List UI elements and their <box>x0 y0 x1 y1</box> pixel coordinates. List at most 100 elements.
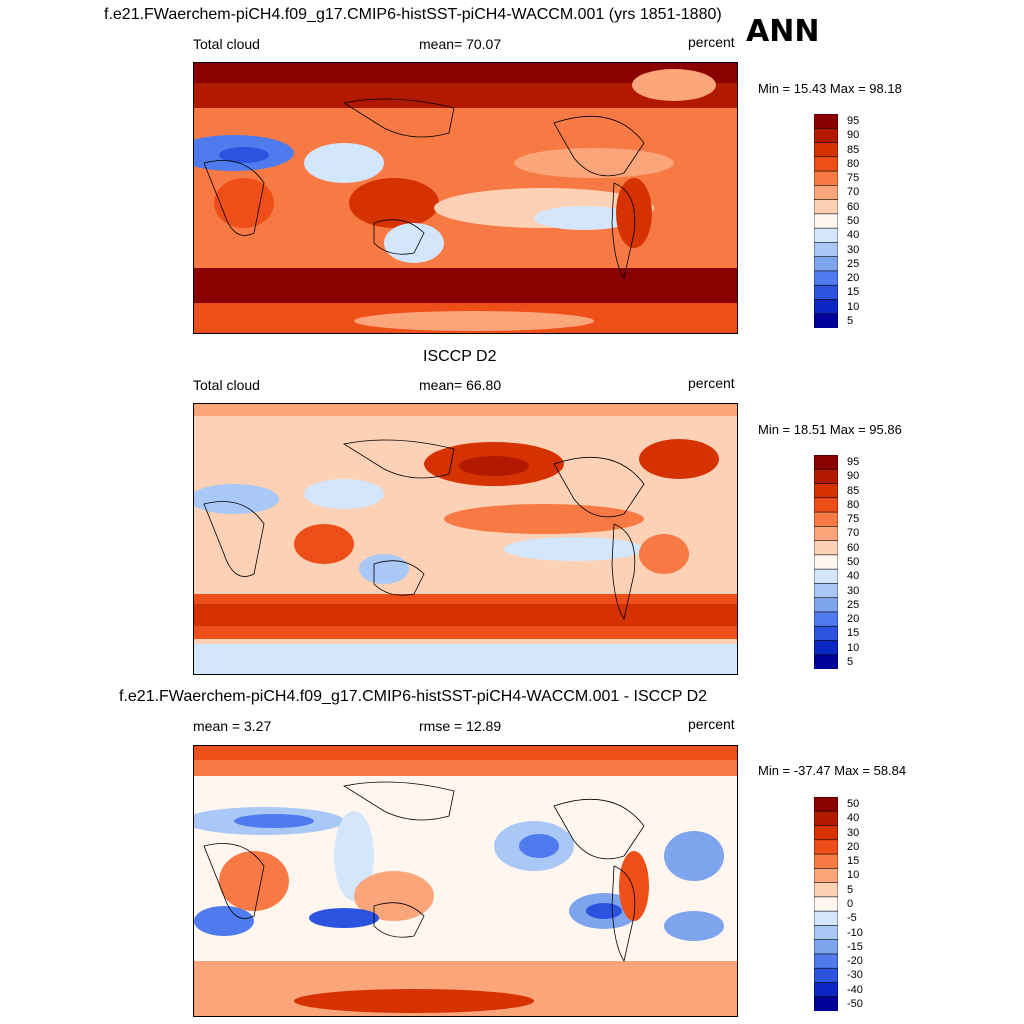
colorbar-swatch <box>814 568 838 585</box>
colorbar-tick-label: 80 <box>847 157 860 170</box>
colorbar-swatch <box>814 967 838 984</box>
colorbar-tick-label: -15 <box>847 940 863 953</box>
colorbar-tick-label: -30 <box>847 969 863 982</box>
panel2-map <box>193 403 738 675</box>
colorbar-swatch <box>814 468 838 485</box>
colorbar-swatch <box>814 483 838 499</box>
colorbar-tick-label: 15 <box>847 286 860 299</box>
panel1-mean-label: mean= 70.07 <box>419 36 502 52</box>
colorbar-swatch <box>814 313 838 328</box>
colorbar-tick-label: 50 <box>847 215 860 227</box>
colorbar-tick-label: 40 <box>847 229 860 242</box>
colorbar-swatch <box>814 625 838 642</box>
colorbar-swatch <box>814 170 838 187</box>
colorbar-swatch <box>814 256 838 272</box>
panel2-colorbar <box>814 455 838 669</box>
colorbar-tick-label: 15 <box>847 855 860 868</box>
colorbar-swatch <box>814 142 838 158</box>
colorbar-tick-label: 70 <box>847 186 860 199</box>
colorbar-tick-label: 20 <box>847 272 860 285</box>
colorbar-swatch <box>814 896 838 912</box>
colorbar-swatch <box>814 640 838 656</box>
colorbar-tick-label: -40 <box>847 983 863 996</box>
colorbar-swatch <box>814 797 838 813</box>
colorbar-tick-label: 75 <box>847 172 860 185</box>
colorbar-tick-label: 75 <box>847 513 860 526</box>
colorbar-swatch <box>814 511 838 528</box>
colorbar-swatch <box>814 156 838 172</box>
panel3-mean-label: mean = 3.27 <box>193 718 272 734</box>
colorbar-tick-label: 10 <box>847 641 860 654</box>
colorbar-tick-label: 40 <box>847 570 860 583</box>
colorbar-swatch <box>814 882 838 898</box>
panel3-units-label: percent <box>688 716 735 732</box>
colorbar-swatch <box>814 526 838 542</box>
panel3-colorbar <box>814 797 838 1011</box>
colorbar-tick-label: 25 <box>847 598 860 611</box>
colorbar-swatch <box>814 654 838 669</box>
panel2-units-label: percent <box>688 375 735 391</box>
colorbar-tick-label: 25 <box>847 257 860 270</box>
colorbar-tick-label: 95 <box>847 456 860 469</box>
colorbar-tick-label: 85 <box>847 484 860 497</box>
colorbar-swatch <box>814 982 838 998</box>
colorbar-swatch <box>814 597 838 613</box>
colorbar-tick-label: -20 <box>847 955 863 968</box>
season-label: ANN <box>746 14 820 49</box>
colorbar-swatch <box>814 583 838 599</box>
colorbar-tick-label: 70 <box>847 527 860 540</box>
panel2-minmax: Min = 18.51 Max = 95.86 <box>758 422 902 437</box>
colorbar-swatch <box>814 540 838 556</box>
colorbar-tick-label: 15 <box>847 627 860 640</box>
colorbar-tick-label: 90 <box>847 129 860 142</box>
panel3-title: f.e21.FWaerchem-piCH4.f09_g17.CMIP6-hist… <box>119 688 708 705</box>
colorbar-swatch <box>814 910 838 927</box>
colorbar-tick-label: 10 <box>847 869 860 882</box>
colorbar-tick-label: 90 <box>847 470 860 483</box>
panel2-title: ISCCP D2 <box>423 348 497 365</box>
colorbar-swatch <box>814 227 838 244</box>
colorbar-tick-label: 30 <box>847 826 860 839</box>
colorbar-tick-label: 5 <box>847 883 854 896</box>
colorbar-swatch <box>814 839 838 855</box>
colorbar-tick-label: 40 <box>847 812 860 825</box>
colorbar-tick-label: 85 <box>847 143 860 156</box>
colorbar-tick-label: -50 <box>847 997 863 1010</box>
colorbar-swatch <box>814 455 838 471</box>
colorbar-swatch <box>814 270 838 287</box>
colorbar-tick-label: 80 <box>847 498 860 511</box>
colorbar-tick-label: 10 <box>847 300 860 313</box>
colorbar-swatch <box>814 299 838 315</box>
panel2-left-label: Total cloud <box>193 377 260 393</box>
panel1-map <box>193 62 738 334</box>
colorbar-tick-label: -10 <box>847 926 863 939</box>
panel1-minmax: Min = 15.43 Max = 98.18 <box>758 81 902 96</box>
colorbar-swatch <box>814 114 838 130</box>
colorbar-swatch <box>814 825 838 841</box>
colorbar-tick-label: 30 <box>847 243 860 256</box>
colorbar-swatch <box>814 996 838 1011</box>
panel1-title: f.e21.FWaerchem-piCH4.f09_g17.CMIP6-hist… <box>104 6 722 23</box>
colorbar-swatch <box>814 925 838 941</box>
colorbar-swatch <box>814 810 838 827</box>
colorbar-tick-label: 60 <box>847 541 860 554</box>
colorbar-tick-label: 95 <box>847 115 860 128</box>
colorbar-tick-label: 5 <box>847 314 854 327</box>
colorbar-swatch <box>814 554 838 570</box>
colorbar-swatch <box>814 939 838 955</box>
panel3-minmax: Min = -37.47 Max = 58.84 <box>758 763 907 778</box>
colorbar-tick-label: 5 <box>847 655 854 668</box>
colorbar-swatch <box>814 284 838 301</box>
panel1-units-label: percent <box>688 34 735 50</box>
colorbar-swatch <box>814 213 838 229</box>
colorbar-swatch <box>814 853 838 870</box>
panel1-left-label: Total cloud <box>193 36 260 52</box>
colorbar-tick-label: 50 <box>847 798 860 811</box>
colorbar-swatch <box>814 185 838 201</box>
panel1-colorbar <box>814 114 838 328</box>
panel3-rmse-label: rmse = 12.89 <box>419 718 502 734</box>
colorbar-swatch <box>814 868 838 884</box>
panel3-map <box>193 745 738 1017</box>
colorbar-swatch <box>814 611 838 628</box>
colorbar-swatch <box>814 497 838 513</box>
